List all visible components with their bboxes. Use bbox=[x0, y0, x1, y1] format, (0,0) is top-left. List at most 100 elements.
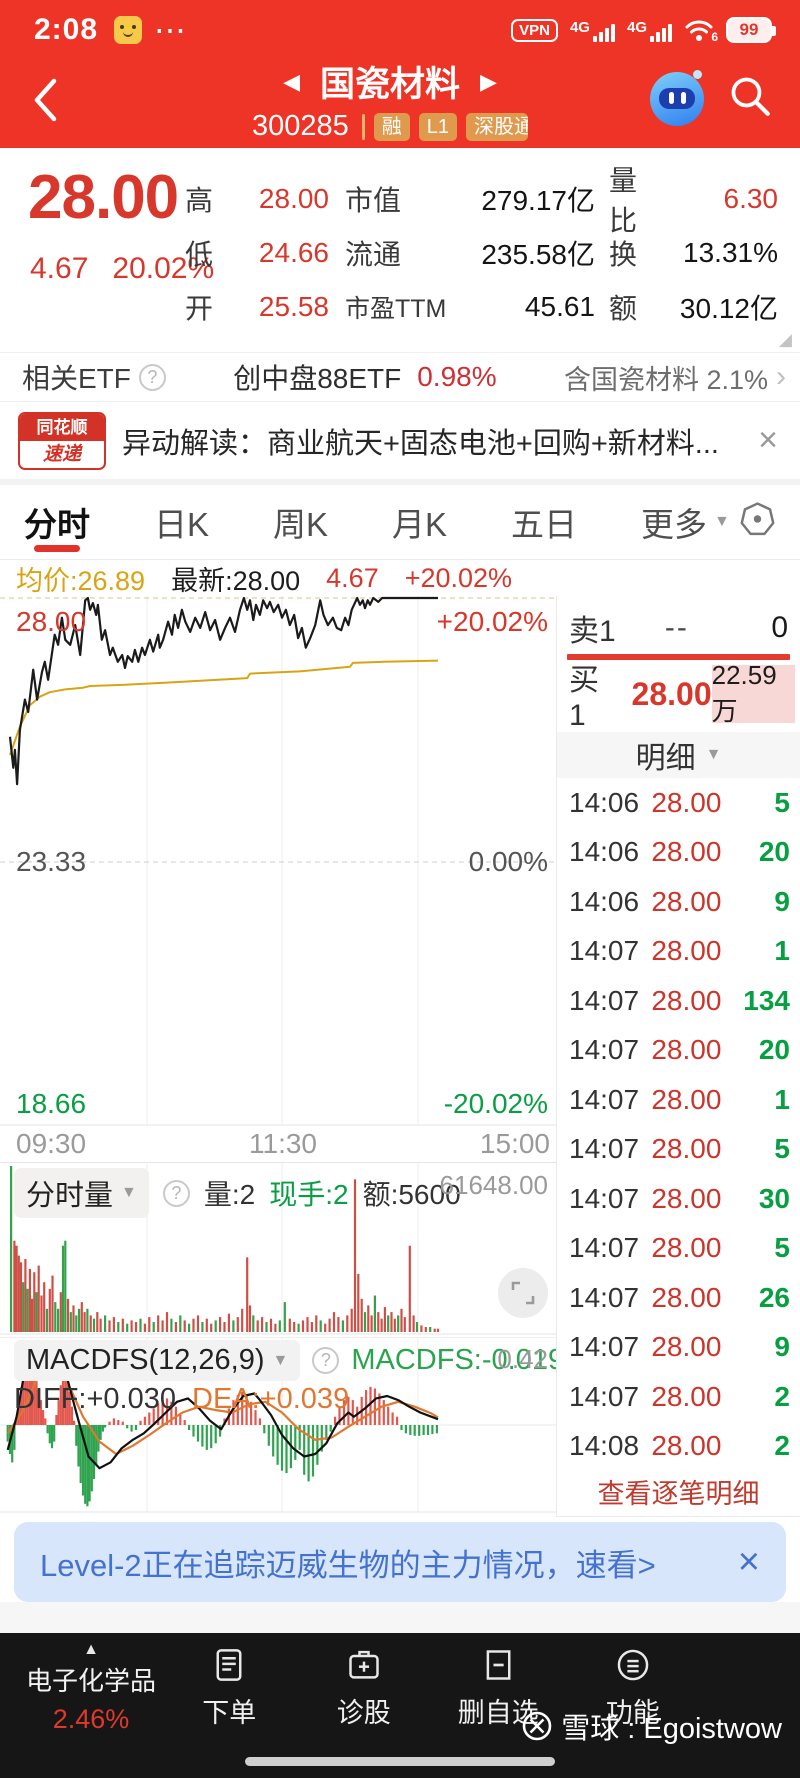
y-axis-low: 18.66 bbox=[16, 1088, 87, 1119]
dea-value: DEA:+0.039 bbox=[192, 1383, 350, 1415]
stat-value: 30.12亿 bbox=[679, 293, 778, 324]
level2-promo-banner[interactable]: Level-2正在追踪迈威生物的主力情况，速看> × bbox=[14, 1522, 786, 1602]
volume-indicator-selector[interactable]: 分时量 ▼ bbox=[14, 1168, 149, 1218]
macd-scale-label: 0.42 bbox=[497, 1344, 548, 1374]
order-book-divider bbox=[567, 654, 790, 660]
etf-holding: 含国瓷材料 2.1% bbox=[563, 364, 768, 395]
macd-indicator-selector[interactable]: MACDFS(12,26,9) ▼ bbox=[14, 1340, 301, 1381]
buy-level-1-row[interactable]: 买1 28.00 22.59万 bbox=[557, 660, 800, 732]
tab-more[interactable]: 更多 ▼ bbox=[641, 506, 730, 543]
functions-icon bbox=[617, 1649, 649, 1681]
snowball-logo-icon bbox=[522, 1711, 552, 1741]
stat-label: 换 bbox=[609, 239, 638, 270]
news-flash-bar[interactable]: 同花顺 速递 异动解读：商业航天+固态电池+回购+新材料... × bbox=[0, 402, 800, 479]
tab-fiveday[interactable]: 五日 bbox=[511, 506, 578, 543]
buy-label: 买1 bbox=[569, 664, 599, 732]
stat-label: 额 bbox=[609, 293, 638, 324]
macd-value: MACDFS:-0.019 bbox=[351, 1344, 565, 1376]
back-button[interactable] bbox=[26, 74, 66, 126]
last-price: 28.00 bbox=[28, 163, 179, 232]
status-bar: 2:08 ⋯ VPN 4G 4G bbox=[0, 0, 800, 54]
help-icon[interactable]: ? bbox=[312, 1347, 340, 1374]
clock: 2:08 bbox=[34, 13, 99, 46]
close-news-icon[interactable]: × bbox=[758, 421, 778, 459]
tape-row: 14:06 28.00 5 bbox=[569, 786, 790, 818]
nav-functions[interactable]: 功能 bbox=[566, 1647, 701, 1730]
stat-label: 高 bbox=[185, 185, 214, 216]
amount-stat: 额:5600 bbox=[362, 1179, 461, 1210]
search-button[interactable] bbox=[724, 70, 776, 127]
chevron-down-icon: ▼ bbox=[121, 1184, 137, 1201]
stat-value: 13.31% bbox=[683, 237, 778, 268]
y-axis-high: 28.00 bbox=[16, 606, 87, 637]
tab-daily[interactable]: 日K bbox=[154, 506, 210, 543]
x-axis: 09:30 11:30 15:00 bbox=[0, 1126, 556, 1162]
diagnose-icon bbox=[349, 1650, 379, 1679]
nav-diagnose-stock[interactable]: 诊股 bbox=[297, 1647, 432, 1730]
etf-label: 相关ETF bbox=[22, 363, 131, 394]
bottom-gap bbox=[0, 1602, 800, 1633]
ai-assistant-button[interactable] bbox=[650, 69, 704, 126]
buy-volume: 22.59万 bbox=[711, 660, 795, 726]
chart-column: 28.00 +20.02% 23.33 0.00% 18.66 -20.02% … bbox=[0, 596, 564, 1514]
avg-price-label: 均价:26.89 bbox=[16, 565, 146, 596]
sell-volume: 0 bbox=[771, 611, 788, 644]
signal-icon-2: 4G bbox=[627, 19, 672, 42]
signal-icon-1: 4G bbox=[570, 19, 615, 42]
tab-weekly[interactable]: 周K bbox=[273, 506, 329, 543]
sell-level-1-row[interactable]: 卖1 -- 0 bbox=[557, 604, 800, 652]
chevron-down-icon: ▼ bbox=[272, 1351, 289, 1369]
volume-chart[interactable] bbox=[0, 1162, 556, 1335]
expand-stats-button[interactable]: ◢ bbox=[778, 330, 792, 349]
intraday-price-chart[interactable] bbox=[0, 596, 556, 1126]
prev-stock-button[interactable]: ◀ bbox=[283, 68, 300, 94]
tape-row: 14:07 28.00 5 bbox=[569, 1232, 790, 1264]
help-icon[interactable]: ? bbox=[162, 1179, 190, 1207]
current-hand-stat: 现手:2 bbox=[269, 1179, 349, 1210]
watermark: 雪球 : Egoistwow bbox=[521, 1705, 782, 1747]
chevron-down-icon: ▼ bbox=[714, 513, 730, 530]
tape-row: 14:07 28.00 1 bbox=[569, 1083, 790, 1115]
diff-value: DIFF:+0.030 bbox=[14, 1383, 176, 1415]
stock-title: 国瓷材料 bbox=[319, 65, 460, 104]
tape-row: 14:06 28.00 20 bbox=[569, 836, 790, 868]
fullscreen-chart-button[interactable] bbox=[498, 1268, 548, 1318]
sector-quick-item[interactable]: ▲ 电子化学品 2.46% bbox=[16, 1641, 166, 1735]
tape-row: 14:07 28.00 30 bbox=[569, 1182, 790, 1214]
tape-detail-dropdown[interactable]: 明细 ▼ bbox=[557, 732, 800, 778]
tape-row: 14:07 28.00 134 bbox=[569, 984, 790, 1016]
volume-pane-header: 分时量 ▼ ? 量:2 现手:2 额:5600 bbox=[14, 1168, 461, 1218]
sell-price: -- bbox=[664, 611, 689, 644]
next-stock-button[interactable]: ▶ bbox=[480, 68, 497, 94]
stat-value: 6.30 bbox=[723, 183, 779, 214]
y-axis-mid-pct: 0.00% bbox=[468, 846, 548, 877]
legend-change: 4.67 bbox=[326, 562, 379, 593]
status-more-icon: ⋯ bbox=[154, 12, 189, 48]
stat-label: 市值 bbox=[345, 185, 402, 216]
close-banner-icon[interactable]: × bbox=[737, 1540, 760, 1583]
stat-label: 流通 bbox=[345, 239, 402, 270]
tape-row: 14:08 28.00 2 bbox=[569, 1430, 790, 1462]
latest-price-label: 最新:28.00 bbox=[171, 565, 301, 596]
nav-place-order[interactable]: 下单 bbox=[162, 1647, 297, 1730]
stat-label: 量比 bbox=[609, 165, 638, 236]
y-axis-high-pct: +20.02% bbox=[436, 606, 548, 637]
chevron-down-icon: ▼ bbox=[705, 746, 722, 763]
chart-settings-button[interactable] bbox=[739, 501, 776, 543]
sell-label: 卖1 bbox=[569, 615, 616, 648]
tab-intraday[interactable]: 分时 bbox=[24, 485, 90, 560]
margin-badge: 融 bbox=[373, 112, 410, 141]
help-icon[interactable]: ? bbox=[138, 363, 166, 391]
related-etf-row[interactable]: 相关ETF ? 创中盘88ETF 0.98% 含国瓷材料 2.1% › bbox=[0, 352, 800, 402]
vpn-icon: VPN bbox=[511, 18, 558, 42]
view-all-ticks-link[interactable]: 查看逐笔明细 bbox=[597, 1478, 760, 1509]
volume-stat: 量:2 bbox=[203, 1179, 256, 1210]
badge-divider bbox=[361, 113, 365, 140]
stat-value: 45.61 bbox=[524, 291, 595, 322]
stock-code: 300285 bbox=[251, 110, 349, 142]
stat-value: 25.58 bbox=[258, 291, 329, 322]
y-axis-mid: 23.33 bbox=[16, 846, 87, 877]
tab-monthly[interactable]: 月K bbox=[392, 506, 448, 543]
sector-change: 2.46% bbox=[52, 1704, 130, 1734]
